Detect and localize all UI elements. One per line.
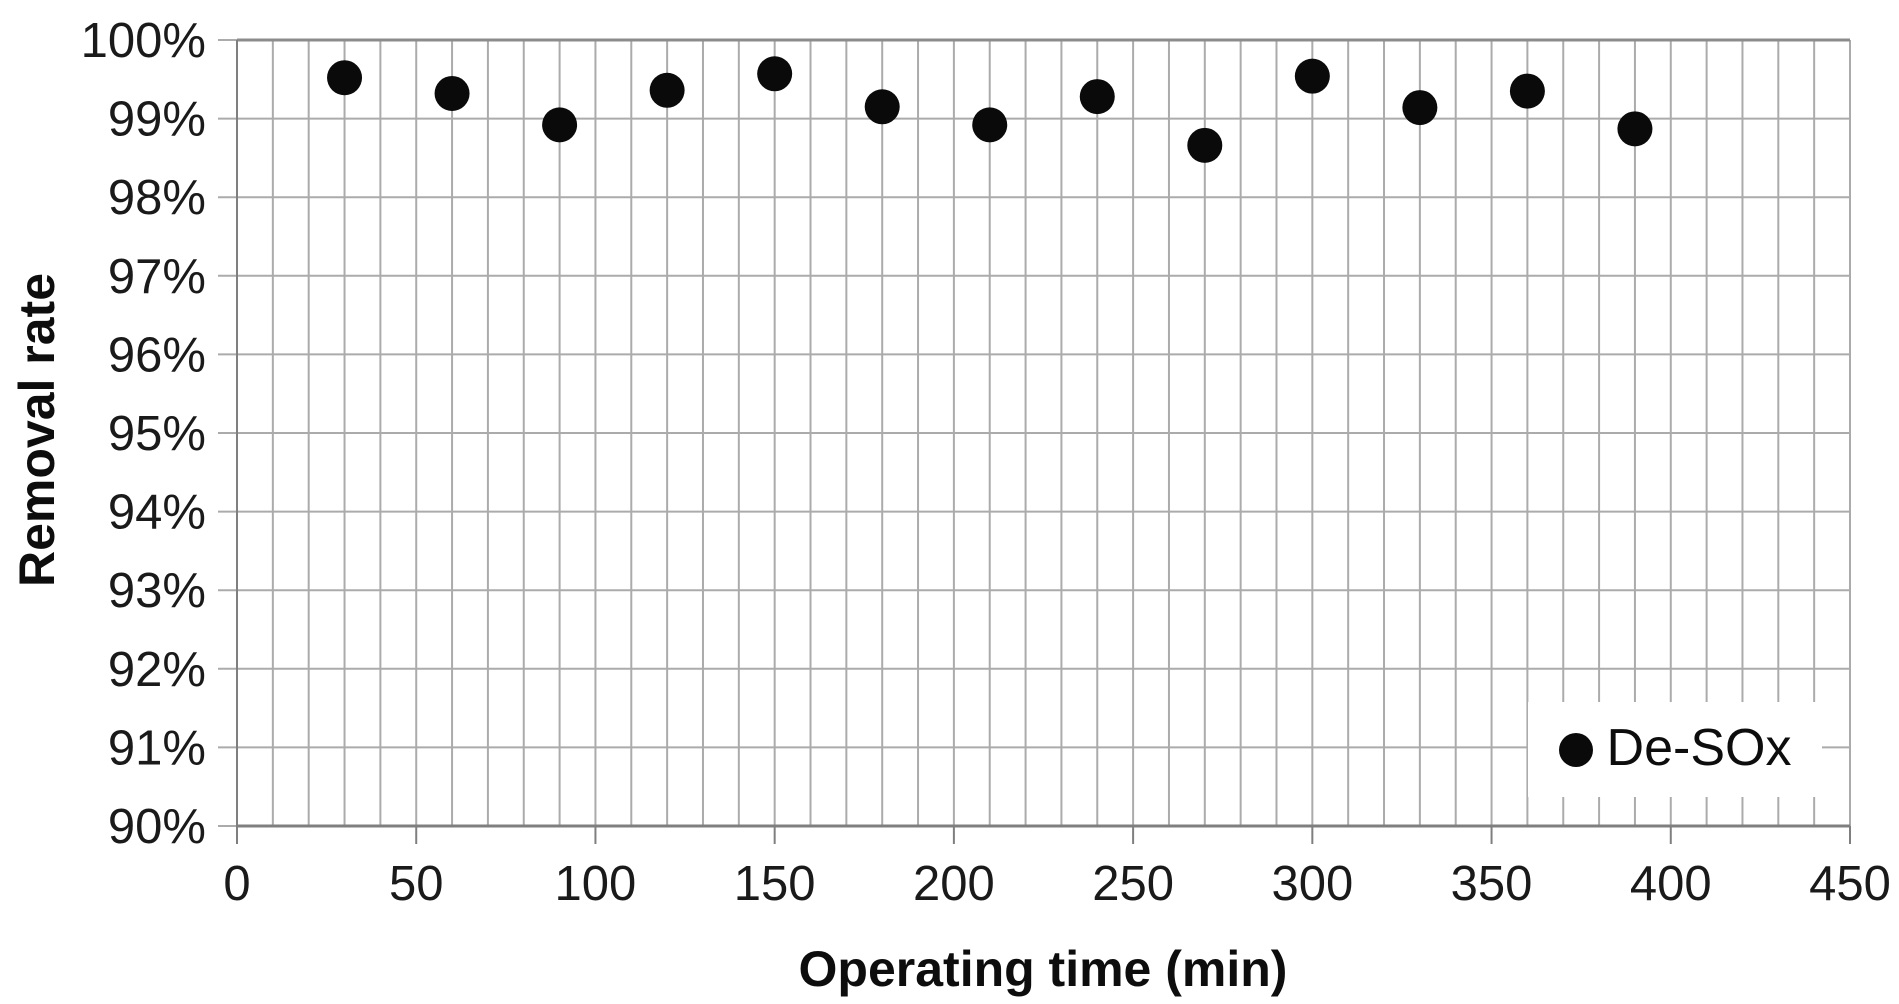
y-tick-label: 93% [108, 564, 206, 618]
legend-series-label: De-SOx [1606, 718, 1792, 777]
y-tick-label: 90% [108, 800, 206, 854]
y-tick-label: 91% [108, 721, 206, 775]
y-tick-label: 94% [108, 486, 206, 540]
y-tick-label: 92% [108, 643, 206, 697]
x-tick-label: 450 [1809, 857, 1891, 911]
x-tick-label: 50 [389, 857, 444, 911]
data-point [757, 56, 793, 92]
data-point [434, 75, 470, 111]
x-tick-label: 250 [1092, 857, 1174, 911]
x-tick-label: 150 [734, 857, 816, 911]
data-point [864, 89, 900, 125]
data-point [1187, 127, 1223, 163]
data-point [327, 60, 363, 96]
x-tick-label: 0 [223, 857, 250, 911]
data-point [649, 72, 685, 108]
x-tick-label: 350 [1451, 857, 1533, 911]
filled-circle-legend-marker-icon [1558, 732, 1593, 767]
y-axis-title: Removal rate [9, 272, 65, 588]
data-point [1402, 90, 1438, 126]
y-tick-label: 100% [81, 14, 206, 68]
legend: De-SOx [1528, 702, 1822, 797]
data-point [1294, 58, 1330, 94]
data-point [1079, 79, 1115, 115]
data-point [542, 107, 578, 143]
y-tick-label: 99% [108, 93, 206, 147]
y-tick-label: 97% [108, 250, 206, 304]
data-point [1617, 111, 1653, 147]
x-axis-title: Operating time (min) [798, 941, 1288, 997]
y-tick-label: 95% [108, 407, 206, 461]
data-point [972, 107, 1008, 143]
data-point [1509, 73, 1545, 109]
y-tick-label: 96% [108, 328, 206, 382]
x-tick-label: 400 [1630, 857, 1712, 911]
x-tick-label: 200 [913, 857, 995, 911]
x-tick-label: 300 [1271, 857, 1353, 911]
x-tick-label: 100 [555, 857, 637, 911]
y-tick-label: 98% [108, 171, 206, 225]
